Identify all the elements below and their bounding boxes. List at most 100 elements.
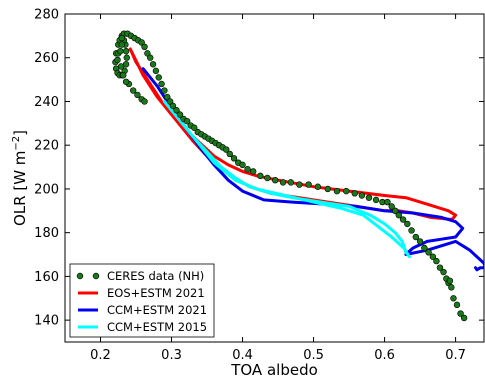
data-point	[412, 233, 420, 241]
data-point	[239, 161, 246, 169]
plot-frame	[64, 13, 485, 343]
y-tick-label: 200	[34, 182, 59, 197]
data-point	[141, 98, 148, 105]
data-point	[141, 43, 148, 50]
data-point	[129, 87, 137, 94]
y-tick-label: 260	[34, 51, 59, 66]
data-point	[448, 284, 455, 291]
legend: CERES data (NH) EOS+ESTM 2021 CCM+ESTM 202…	[69, 263, 215, 338]
x-tick-label: 0.2	[90, 348, 111, 363]
data-point	[450, 295, 457, 302]
data-point	[358, 192, 366, 199]
x-tick-label: 0.7	[445, 348, 466, 363]
x-tick-label: 0.3	[161, 348, 182, 363]
data-point	[122, 47, 130, 55]
axes-layer: 0.2 0.3 0.4 0.5 0.6 0.7 140 160 180 200 220 240 260 2…	[34, 8, 484, 363]
data-point	[226, 150, 233, 158]
data-point	[122, 78, 130, 85]
y-tick-label: 160	[34, 270, 59, 285]
data-point	[305, 181, 312, 188]
data-point	[230, 155, 238, 162]
data-point	[351, 190, 358, 197]
data-point	[365, 194, 373, 201]
data-point	[118, 34, 126, 42]
data-point	[264, 174, 271, 182]
data-point	[440, 268, 447, 276]
data-point	[120, 72, 127, 79]
x-tick-label: 0.6	[374, 348, 395, 363]
data-point	[158, 80, 165, 88]
legend-label: EOS+ESTM 2021	[107, 286, 205, 300]
legend-label: CERES data (NH)	[107, 269, 204, 283]
data-point	[118, 41, 126, 48]
data-point	[272, 176, 279, 184]
data-point	[134, 91, 141, 99]
x-tick-label: 0.4	[232, 348, 253, 363]
data-point	[388, 203, 395, 210]
series-line-ccm-estm-2015	[162, 100, 411, 259]
data-point	[164, 93, 171, 101]
data-point	[169, 102, 177, 110]
data-point	[147, 54, 154, 61]
data-point	[191, 124, 198, 131]
data-point	[392, 207, 399, 215]
data-point	[223, 146, 230, 153]
data-point	[152, 67, 160, 75]
data-point	[425, 249, 432, 256]
y-axis-label-close: ]	[11, 130, 29, 136]
x-axis-label: TOA albedo	[230, 361, 318, 379]
data-point	[404, 220, 411, 228]
data-point	[114, 56, 121, 64]
y-axis-label: OLR [W m−2]	[11, 130, 29, 226]
data-point	[384, 198, 391, 206]
legend-label: CCM+ESTM 2021	[107, 303, 207, 317]
data-point	[399, 216, 407, 223]
y-tick-label: 220	[34, 139, 59, 154]
data-point	[343, 187, 350, 195]
data-point	[314, 183, 322, 190]
data-point	[138, 39, 145, 46]
data-point	[421, 244, 428, 252]
data-point	[333, 187, 341, 195]
data-point	[279, 179, 287, 186]
data-point	[166, 98, 174, 105]
data-point	[155, 74, 162, 81]
data-point	[257, 172, 264, 180]
y-tick-label: 140	[34, 314, 59, 329]
data-point	[249, 168, 257, 175]
legend-marker	[92, 272, 100, 280]
data-point	[395, 211, 402, 219]
data-point	[183, 117, 191, 125]
y-tick-label: 240	[34, 95, 59, 110]
x-tick-label: 0.5	[303, 348, 324, 363]
legend-marker	[76, 272, 84, 280]
data-point	[287, 179, 295, 186]
data-point	[117, 47, 124, 55]
y-axis-label-exponent: −2	[11, 136, 22, 151]
data-point	[429, 253, 437, 260]
data-point	[176, 111, 184, 118]
y-tick-label: 280	[34, 8, 59, 23]
data-point	[161, 87, 168, 94]
data-point	[144, 50, 151, 57]
data-point	[324, 185, 331, 193]
data-point	[117, 63, 125, 70]
y-tick-label: 180	[34, 226, 59, 241]
data-point	[149, 61, 157, 68]
data-point	[372, 196, 380, 204]
data-point	[446, 277, 454, 284]
data-point	[457, 310, 464, 317]
data-point	[416, 238, 424, 245]
series-layer	[112, 30, 484, 322]
data-point	[173, 107, 180, 114]
legend-label: CCM+ESTM 2015	[107, 320, 207, 334]
data-point	[296, 181, 303, 188]
data-point	[453, 301, 461, 309]
data-point	[244, 166, 251, 173]
y-axis-label-main: OLR [W m	[11, 151, 29, 226]
data-point	[433, 257, 440, 265]
data-point	[436, 264, 444, 271]
data-point	[460, 314, 468, 322]
data-point	[123, 54, 130, 61]
